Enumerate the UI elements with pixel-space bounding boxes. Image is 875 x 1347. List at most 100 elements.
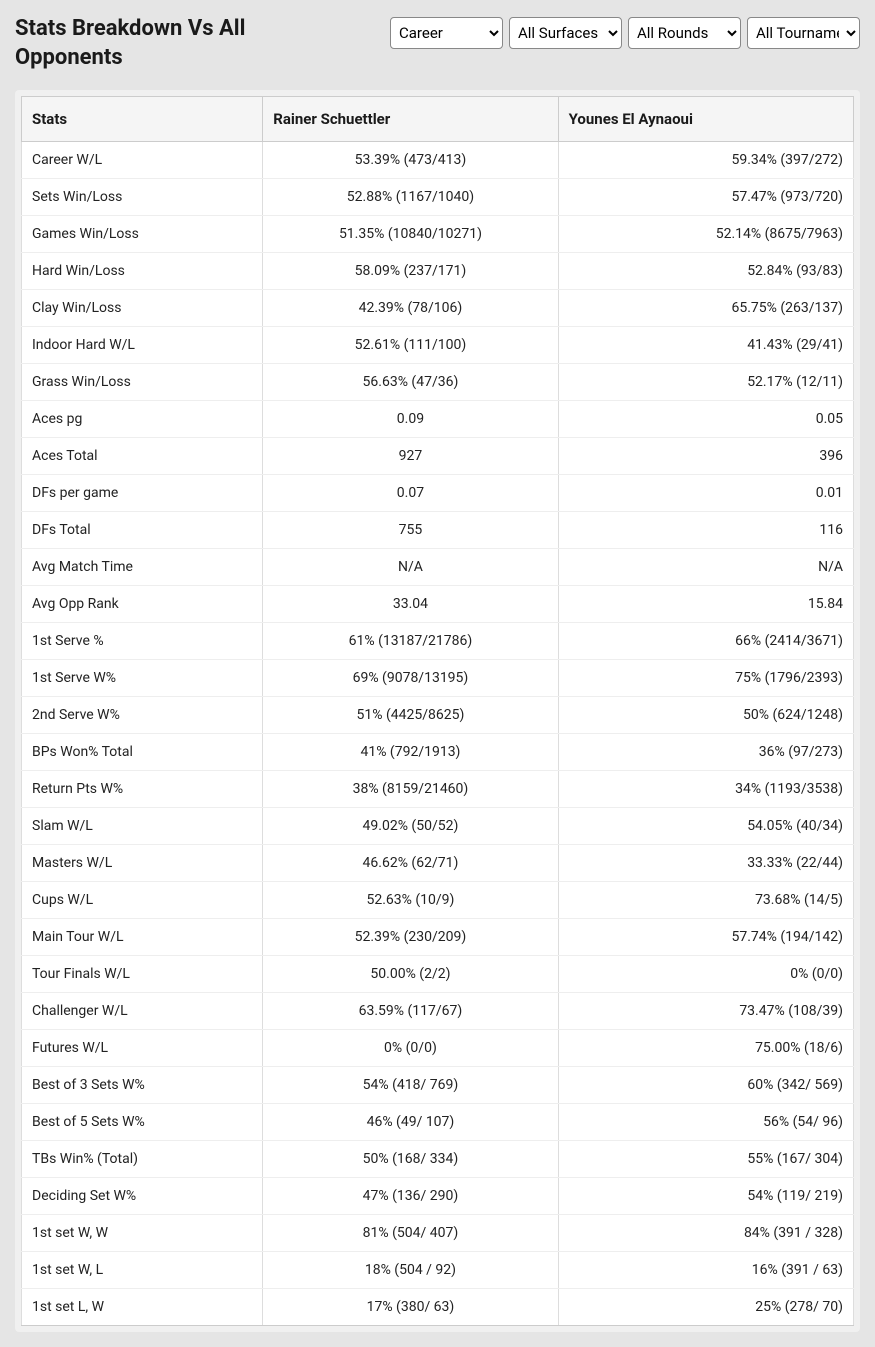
player1-value: 52.88% (1167/1040) bbox=[263, 179, 558, 216]
table-row: TBs Win% (Total)50% (168/ 334)55% (167/ … bbox=[22, 1141, 854, 1178]
player2-value: 55% (167/ 304) bbox=[558, 1141, 853, 1178]
player1-value: 18% (504 / 92) bbox=[263, 1252, 558, 1289]
player2-value: 56% (54/ 96) bbox=[558, 1104, 853, 1141]
stat-label: Futures W/L bbox=[22, 1030, 263, 1067]
player1-value: 0.09 bbox=[263, 401, 558, 438]
player2-value: 33.33% (22/44) bbox=[558, 845, 853, 882]
table-row: 1st set L, W17% (380/ 63)25% (278/ 70) bbox=[22, 1289, 854, 1326]
table-row: Main Tour W/L52.39% (230/209)57.74% (194… bbox=[22, 919, 854, 956]
stat-label: BPs Won% Total bbox=[22, 734, 263, 771]
player2-value: 73.68% (14/5) bbox=[558, 882, 853, 919]
table-header-row: Stats Rainer Schuettler Younes El Aynaou… bbox=[22, 97, 854, 142]
stat-label: Main Tour W/L bbox=[22, 919, 263, 956]
player1-value: 52.63% (10/9) bbox=[263, 882, 558, 919]
stat-label: Best of 5 Sets W% bbox=[22, 1104, 263, 1141]
player1-value: 51% (4425/8625) bbox=[263, 697, 558, 734]
stat-label: Clay Win/Loss bbox=[22, 290, 263, 327]
player1-value: 927 bbox=[263, 438, 558, 475]
player2-value: 54% (119/ 219) bbox=[558, 1178, 853, 1215]
table-row: Tour Finals W/L50.00% (2/2)0% (0/0) bbox=[22, 956, 854, 993]
table-row: Games Win/Loss51.35% (10840/10271)52.14%… bbox=[22, 216, 854, 253]
player2-value: 52.17% (12/11) bbox=[558, 364, 853, 401]
player1-value: 54% (418/ 769) bbox=[263, 1067, 558, 1104]
player1-value: 42.39% (78/106) bbox=[263, 290, 558, 327]
player1-value: 69% (9078/13195) bbox=[263, 660, 558, 697]
player1-value: 46.62% (62/71) bbox=[263, 845, 558, 882]
player2-value: 50% (624/1248) bbox=[558, 697, 853, 734]
player1-value: 50.00% (2/2) bbox=[263, 956, 558, 993]
col-header-player2: Younes El Aynaoui bbox=[558, 97, 853, 142]
player1-value: 47% (136/ 290) bbox=[263, 1178, 558, 1215]
table-row: Slam W/L49.02% (50/52)54.05% (40/34) bbox=[22, 808, 854, 845]
player2-value: N/A bbox=[558, 549, 853, 586]
stat-label: Deciding Set W% bbox=[22, 1178, 263, 1215]
player2-value: 60% (342/ 569) bbox=[558, 1067, 853, 1104]
stat-label: Indoor Hard W/L bbox=[22, 327, 263, 364]
player2-value: 59.34% (397/272) bbox=[558, 142, 853, 179]
player2-value: 52.14% (8675/7963) bbox=[558, 216, 853, 253]
table-row: 1st set W, W81% (504/ 407)84% (391 / 328… bbox=[22, 1215, 854, 1252]
col-header-stats: Stats bbox=[22, 97, 263, 142]
stat-label: Return Pts W% bbox=[22, 771, 263, 808]
table-row: Career W/L53.39% (473/413)59.34% (397/27… bbox=[22, 142, 854, 179]
table-row: DFs per game0.070.01 bbox=[22, 475, 854, 512]
player1-value: 38% (8159/21460) bbox=[263, 771, 558, 808]
stat-label: Career W/L bbox=[22, 142, 263, 179]
stat-label: Sets Win/Loss bbox=[22, 179, 263, 216]
player1-value: 63.59% (117/67) bbox=[263, 993, 558, 1030]
stat-label: TBs Win% (Total) bbox=[22, 1141, 263, 1178]
table-row: Futures W/L0% (0/0)75.00% (18/6) bbox=[22, 1030, 854, 1067]
stat-label: Aces pg bbox=[22, 401, 263, 438]
table-row: Aces pg0.090.05 bbox=[22, 401, 854, 438]
col-header-player1: Rainer Schuettler bbox=[263, 97, 558, 142]
player1-value: 81% (504/ 407) bbox=[263, 1215, 558, 1252]
player1-value: 52.39% (230/209) bbox=[263, 919, 558, 956]
table-row: Indoor Hard W/L52.61% (111/100)41.43% (2… bbox=[22, 327, 854, 364]
stat-label: Hard Win/Loss bbox=[22, 253, 263, 290]
player2-value: 65.75% (263/137) bbox=[558, 290, 853, 327]
period-select[interactable]: Career bbox=[390, 17, 503, 49]
stats-table: Stats Rainer Schuettler Younes El Aynaou… bbox=[21, 96, 854, 1326]
stat-label: 1st set L, W bbox=[22, 1289, 263, 1326]
player1-value: 56.63% (47/36) bbox=[263, 364, 558, 401]
table-row: Challenger W/L63.59% (117/67)73.47% (108… bbox=[22, 993, 854, 1030]
player2-value: 0.01 bbox=[558, 475, 853, 512]
table-row: Best of 5 Sets W%46% (49/ 107)56% (54/ 9… bbox=[22, 1104, 854, 1141]
stat-label: Avg Match Time bbox=[22, 549, 263, 586]
table-row: DFs Total755116 bbox=[22, 512, 854, 549]
stat-label: 2nd Serve W% bbox=[22, 697, 263, 734]
player2-value: 0% (0/0) bbox=[558, 956, 853, 993]
stat-label: Aces Total bbox=[22, 438, 263, 475]
player1-value: 49.02% (50/52) bbox=[263, 808, 558, 845]
player1-value: 0.07 bbox=[263, 475, 558, 512]
round-select[interactable]: All Rounds bbox=[628, 17, 741, 49]
player2-value: 0.05 bbox=[558, 401, 853, 438]
tournament-select[interactable]: All Tournaments bbox=[747, 17, 860, 49]
player2-value: 116 bbox=[558, 512, 853, 549]
player1-value: 50% (168/ 334) bbox=[263, 1141, 558, 1178]
table-row: Avg Opp Rank33.0415.84 bbox=[22, 586, 854, 623]
filter-bar: Career All Surfaces All Rounds All Tourn… bbox=[390, 17, 860, 49]
player2-value: 75% (1796/2393) bbox=[558, 660, 853, 697]
stat-label: Challenger W/L bbox=[22, 993, 263, 1030]
player1-value: 0% (0/0) bbox=[263, 1030, 558, 1067]
table-row: Return Pts W%38% (8159/21460)34% (1193/3… bbox=[22, 771, 854, 808]
player2-value: 41.43% (29/41) bbox=[558, 327, 853, 364]
stat-label: DFs per game bbox=[22, 475, 263, 512]
stat-label: Best of 3 Sets W% bbox=[22, 1067, 263, 1104]
player1-value: 61% (13187/21786) bbox=[263, 623, 558, 660]
stat-label: 1st Serve W% bbox=[22, 660, 263, 697]
table-row: BPs Won% Total41% (792/1913)36% (97/273) bbox=[22, 734, 854, 771]
surface-select[interactable]: All Surfaces bbox=[509, 17, 622, 49]
player1-value: 41% (792/1913) bbox=[263, 734, 558, 771]
player2-value: 16% (391 / 63) bbox=[558, 1252, 853, 1289]
player1-value: 755 bbox=[263, 512, 558, 549]
table-row: Aces Total927396 bbox=[22, 438, 854, 475]
stat-label: Grass Win/Loss bbox=[22, 364, 263, 401]
stat-label: DFs Total bbox=[22, 512, 263, 549]
table-row: 1st Serve W%69% (9078/13195)75% (1796/23… bbox=[22, 660, 854, 697]
player1-value: 58.09% (237/171) bbox=[263, 253, 558, 290]
table-row: Best of 3 Sets W%54% (418/ 769)60% (342/… bbox=[22, 1067, 854, 1104]
stat-label: Cups W/L bbox=[22, 882, 263, 919]
player2-value: 36% (97/273) bbox=[558, 734, 853, 771]
